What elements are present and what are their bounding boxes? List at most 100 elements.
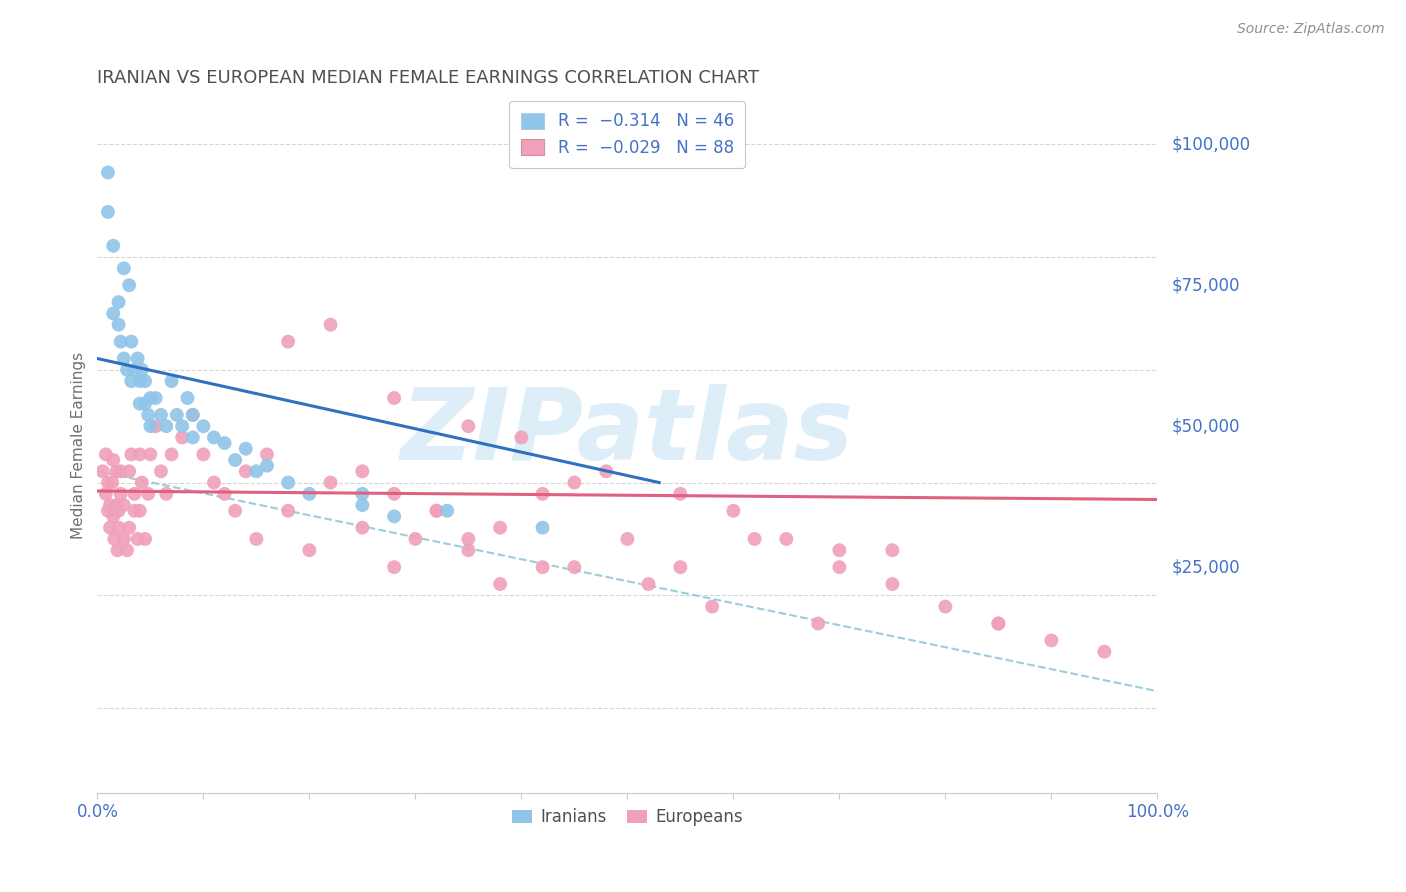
Point: [110, 464, 132, 478]
Point: [987, 616, 1010, 631]
Point: [425, 504, 447, 518]
Point: [139, 419, 162, 434]
Point: [382, 487, 405, 501]
Point: [160, 374, 183, 388]
Point: [616, 532, 638, 546]
Point: [744, 532, 766, 546]
Point: [202, 430, 225, 444]
Point: [91, 464, 114, 478]
Point: [352, 498, 374, 512]
Point: [319, 475, 342, 490]
Point: [531, 560, 554, 574]
Point: [105, 464, 128, 478]
Point: [107, 295, 129, 310]
Point: [97, 504, 120, 518]
Point: [352, 464, 374, 478]
Point: [127, 532, 149, 546]
Point: [489, 577, 512, 591]
Point: [934, 599, 956, 614]
Point: [98, 521, 121, 535]
Point: [112, 532, 135, 546]
Point: [103, 532, 125, 546]
Point: [256, 447, 278, 461]
Point: [1092, 645, 1115, 659]
Point: [128, 504, 150, 518]
Point: [319, 318, 342, 332]
Point: [112, 261, 135, 276]
Text: IRANIAN VS EUROPEAN MEDIAN FEMALE EARNINGS CORRELATION CHART: IRANIAN VS EUROPEAN MEDIAN FEMALE EARNIN…: [97, 69, 759, 87]
Point: [235, 442, 257, 456]
Point: [98, 498, 121, 512]
Point: [107, 504, 129, 518]
Point: [436, 504, 458, 518]
Point: [134, 374, 156, 388]
Point: [131, 363, 153, 377]
Point: [128, 447, 150, 461]
Point: [882, 577, 904, 591]
Point: [145, 419, 167, 434]
Point: [128, 374, 150, 388]
Point: [107, 521, 129, 535]
Point: [828, 543, 851, 558]
Point: [669, 487, 692, 501]
Point: [987, 616, 1010, 631]
Point: [112, 351, 135, 366]
Point: [277, 475, 299, 490]
Point: [105, 498, 128, 512]
Point: [245, 532, 267, 546]
Point: [124, 504, 146, 518]
Point: [489, 521, 512, 535]
Point: [115, 543, 138, 558]
Point: [149, 408, 172, 422]
Point: [139, 447, 162, 461]
Point: [637, 577, 659, 591]
Point: [97, 205, 120, 219]
Point: [352, 487, 374, 501]
Point: [115, 363, 138, 377]
Point: [531, 521, 554, 535]
Point: [120, 374, 142, 388]
Point: [723, 504, 745, 518]
Point: [118, 521, 141, 535]
Point: [172, 419, 194, 434]
Point: [155, 487, 177, 501]
Point: [131, 475, 153, 490]
Point: [118, 278, 141, 293]
Point: [181, 408, 204, 422]
Point: [404, 532, 426, 546]
Point: [531, 487, 554, 501]
Point: [155, 419, 177, 434]
Text: $25,000: $25,000: [1171, 558, 1240, 576]
Point: [97, 165, 120, 179]
Point: [702, 599, 724, 614]
Text: ZIPatlas: ZIPatlas: [401, 384, 853, 481]
Point: [807, 616, 830, 631]
Point: [107, 318, 129, 332]
Point: [382, 509, 405, 524]
Point: [136, 408, 159, 422]
Point: [176, 391, 198, 405]
Point: [564, 560, 586, 574]
Point: [120, 447, 142, 461]
Point: [120, 334, 142, 349]
Y-axis label: Median Female Earnings: Median Female Earnings: [72, 352, 86, 540]
Point: [101, 475, 124, 490]
Point: [457, 532, 479, 546]
Point: [127, 351, 149, 366]
Point: [118, 464, 141, 478]
Point: [166, 408, 188, 422]
Point: [235, 464, 257, 478]
Point: [510, 430, 533, 444]
Point: [775, 532, 797, 546]
Point: [193, 419, 215, 434]
Point: [224, 453, 246, 467]
Point: [298, 543, 321, 558]
Point: [112, 498, 135, 512]
Point: [124, 487, 146, 501]
Point: [103, 509, 125, 524]
Point: [828, 560, 851, 574]
Point: [181, 408, 204, 422]
Point: [1040, 633, 1063, 648]
Text: $100,000: $100,000: [1171, 136, 1250, 153]
Point: [595, 464, 617, 478]
